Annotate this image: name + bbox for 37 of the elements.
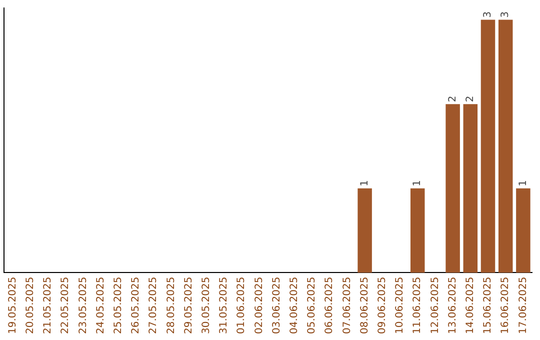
x-tick-label: 21.05.2025: [42, 276, 54, 334]
x-tick-label: 29.05.2025: [183, 276, 194, 334]
x-tick-label: 08.06.2025: [359, 276, 370, 334]
x-tick-label: 01.06.2025: [236, 276, 248, 334]
x-tick-label: 13.06.2025: [447, 276, 458, 334]
data-label: 3: [500, 11, 512, 18]
data-label: 2: [464, 96, 476, 102]
x-tick-label: 19.05.2025: [7, 276, 18, 334]
x-tick-label: 28.05.2025: [166, 276, 177, 334]
x-tick-label: 26.05.2025: [130, 276, 142, 334]
data-label: 1: [359, 180, 370, 186]
x-tick-label: 31.05.2025: [218, 276, 230, 334]
x-tick-label: 30.05.2025: [200, 276, 212, 334]
x-tick-label: 14.06.2025: [464, 276, 476, 334]
x-tick-label: 04.06.2025: [288, 276, 300, 334]
x-tick-label: 17.06.2025: [518, 276, 529, 334]
x-tick-label: 03.06.2025: [271, 276, 282, 334]
x-tick-label: 06.06.2025: [324, 276, 336, 334]
x-tick-label: 11.06.2025: [412, 276, 424, 334]
x-tick-label: 16.06.2025: [500, 276, 512, 334]
x-tick-label: 25.05.2025: [112, 276, 124, 334]
x-tick-label: 22.05.2025: [60, 276, 72, 334]
x-tick-label: 12.06.2025: [430, 276, 441, 334]
x-tick-label: 09.06.2025: [376, 276, 388, 334]
x-tick-label: 20.05.2025: [24, 276, 36, 334]
x-tick-label: 23.05.2025: [78, 276, 89, 334]
x-tick-label: 05.06.2025: [306, 276, 318, 334]
x-tick-label: 27.05.2025: [148, 276, 160, 334]
data-label: 2: [447, 96, 458, 102]
data-label: 1: [412, 180, 424, 186]
x-tick-label: 07.06.2025: [342, 276, 353, 334]
data-label: 3: [482, 11, 494, 18]
x-tick-label: 24.05.2025: [95, 276, 106, 334]
x-tick-label: 15.06.2025: [482, 276, 494, 334]
x-tick-label: 10.06.2025: [394, 276, 406, 334]
x-tick-label: 02.06.2025: [254, 276, 265, 334]
data-label: 1: [518, 180, 529, 186]
